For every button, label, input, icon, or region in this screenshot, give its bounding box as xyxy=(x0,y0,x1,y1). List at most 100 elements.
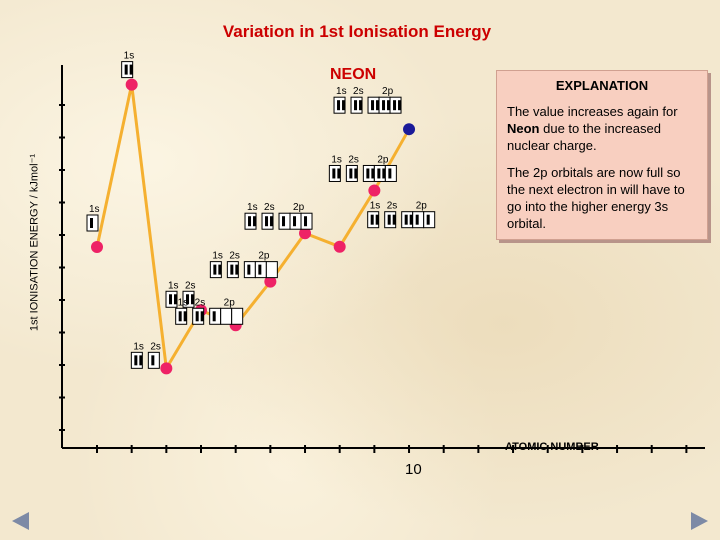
electron-arrow-z5 xyxy=(178,311,182,322)
electron-arrow-z7 xyxy=(282,216,286,227)
electron-arrow-z4 xyxy=(169,294,173,305)
orbital-label-z3: 2s xyxy=(150,341,161,352)
electron-arrow-z6 xyxy=(213,264,217,275)
electron-arrow-z7 xyxy=(304,216,308,227)
data-point-z6 xyxy=(264,275,277,288)
electron-arrow-z8 xyxy=(392,214,396,225)
electron-arrow-z8 xyxy=(387,214,391,225)
orbital-label-z8: 2s xyxy=(387,201,398,212)
orbital-label-z10: 2p xyxy=(382,86,394,97)
electron-arrow-z10 xyxy=(359,100,363,111)
orbital-label-z2: 1s xyxy=(124,51,135,62)
electron-arrow-z3 xyxy=(134,355,138,366)
x-tick-label-10: 10 xyxy=(405,461,422,478)
data-point-z1 xyxy=(91,241,103,254)
electron-arrow-z7 xyxy=(265,216,269,227)
electron-arrow-z9 xyxy=(354,168,358,179)
orbital-box-z5 xyxy=(220,307,233,325)
orbital-label-z6: 2s xyxy=(229,251,240,262)
electron-arrow-z7 xyxy=(248,216,252,227)
electron-arrow-z5 xyxy=(212,311,216,322)
neon-label: NEON xyxy=(330,66,377,83)
explanation-box: EXPLANATION The value increases again fo… xyxy=(496,70,708,240)
explanation-text-1b: Neon xyxy=(507,121,540,136)
explanation-text-1a: The value increases again for xyxy=(507,104,678,119)
electron-arrow-z6 xyxy=(218,264,222,275)
data-point-z9 xyxy=(368,184,381,197)
orbital-label-z10: 2s xyxy=(353,86,364,97)
electron-arrow-z9 xyxy=(366,168,370,179)
electron-arrow-z10 xyxy=(337,100,341,111)
electron-arrow-z2 xyxy=(129,64,133,75)
orbital-label-z9: 2p xyxy=(377,154,389,165)
electron-arrow-z8 xyxy=(426,214,430,225)
electron-arrow-z9 xyxy=(377,168,381,179)
explanation-paragraph-2: The 2p orbitals are now full so the next… xyxy=(507,165,685,231)
electron-arrow-z6 xyxy=(235,264,239,275)
electron-arrow-z7 xyxy=(270,216,274,227)
orbital-label-z4: 1s xyxy=(168,280,179,291)
orbital-label-z9: 2s xyxy=(348,154,359,165)
orbital-label-z6: 2p xyxy=(258,251,270,262)
orbital-label-z7: 1s xyxy=(247,202,258,213)
electron-arrow-z8 xyxy=(370,214,374,225)
chart-title: Variation in 1st Ionisation Energy xyxy=(222,22,492,41)
electron-arrow-z2 xyxy=(124,64,128,75)
electron-arrow-z8 xyxy=(404,214,408,225)
electron-arrow-z5 xyxy=(195,311,199,322)
electron-arrow-z9 xyxy=(382,168,386,179)
orbital-box-z5 xyxy=(231,307,244,325)
electron-arrow-z10 xyxy=(376,100,380,111)
electron-arrow-z8 xyxy=(375,214,379,225)
electron-arrow-z9 xyxy=(388,168,392,179)
electron-arrow-z10 xyxy=(382,100,386,111)
electron-arrow-z9 xyxy=(349,168,353,179)
ionisation-energy-line xyxy=(95,83,411,370)
orbital-label-z7: 2p xyxy=(293,202,305,213)
orbital-label-z8: 1s xyxy=(370,201,381,212)
data-point-z7 xyxy=(299,227,312,240)
forward-arrow-icon[interactable] xyxy=(691,512,708,530)
back-arrow-icon[interactable] xyxy=(12,512,29,530)
electron-arrow-z3 xyxy=(139,355,143,366)
electron-arrow-z6 xyxy=(230,264,234,275)
orbital-label-z10: 1s xyxy=(336,86,347,97)
electron-arrow-z10 xyxy=(398,100,402,111)
electron-arrow-z5 xyxy=(200,311,204,322)
data-point-z3 xyxy=(160,362,173,375)
explanation-heading: EXPLANATION xyxy=(555,78,649,93)
electron-arrow-z1 xyxy=(90,218,93,229)
electron-arrow-z9 xyxy=(371,168,375,179)
orbital-label-z5: 2s xyxy=(195,297,206,308)
electron-arrow-z6 xyxy=(247,264,251,275)
electron-arrow-z4 xyxy=(191,294,195,305)
orbital-label-z5: 1s xyxy=(178,297,189,308)
electron-arrow-z7 xyxy=(253,216,257,227)
orbital-label-z7: 2s xyxy=(264,202,275,213)
electron-arrow-z4 xyxy=(174,294,178,305)
explanation-paragraph-1: The value increases again for Neon due t… xyxy=(507,103,699,154)
electron-arrow-z10 xyxy=(342,100,346,111)
orbital-label-z8: 2p xyxy=(416,201,428,212)
electron-arrow-z5 xyxy=(183,311,187,322)
electron-arrow-z9 xyxy=(337,168,341,179)
orbital-label-z9: 1s xyxy=(331,154,342,165)
orbital-label-z5: 2p xyxy=(224,297,236,308)
electron-arrow-z10 xyxy=(387,100,391,111)
data-point-z8 xyxy=(333,240,346,253)
electron-arrow-z9 xyxy=(332,168,336,179)
electron-arrow-z3 xyxy=(151,355,155,366)
electron-arrow-z8 xyxy=(415,214,419,225)
explanation-text-1c: due to the increased nuclear charge. xyxy=(507,121,661,153)
orbital-label-z3: 1s xyxy=(133,341,144,352)
electron-arrow-z10 xyxy=(354,100,358,111)
orbital-label-z4: 2s xyxy=(185,280,196,291)
electron-arrow-z7 xyxy=(293,216,297,227)
y-axis-label: 1st IONISATION ENERGY / kJmol⁻¹ xyxy=(28,153,41,332)
orbital-box-z6 xyxy=(265,261,278,279)
electron-arrow-z4 xyxy=(186,294,190,305)
data-point-z2 xyxy=(125,78,138,91)
electron-arrow-z10 xyxy=(393,100,397,111)
orbital-label-z6: 1s xyxy=(212,251,223,262)
